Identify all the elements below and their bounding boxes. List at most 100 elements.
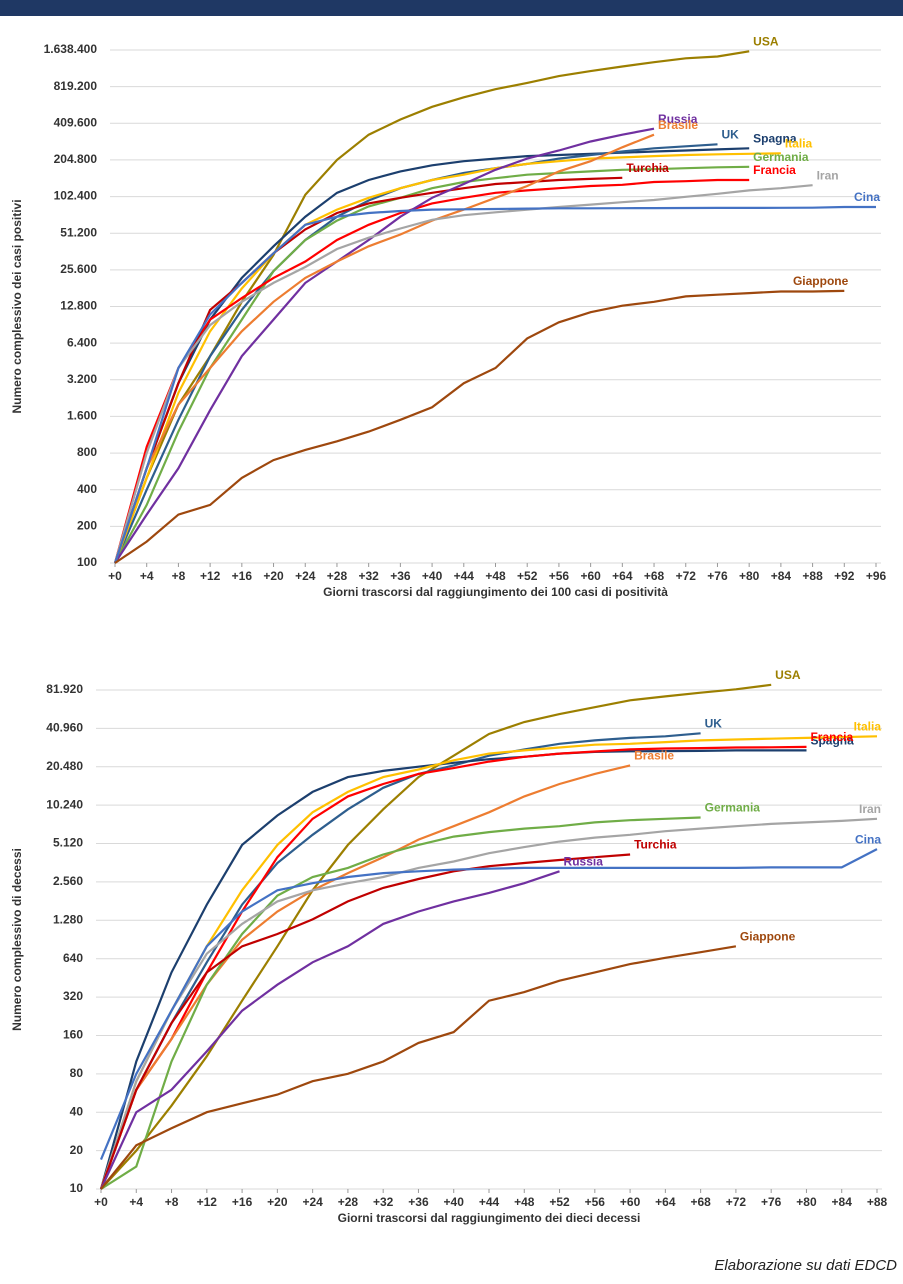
y-tick-label: 40	[70, 1104, 84, 1118]
x-tick-label: +56	[549, 569, 570, 583]
x-tick-label: +76	[707, 569, 728, 583]
x-tick-label: +60	[580, 569, 601, 583]
series-line	[113, 205, 876, 564]
y-tick-label: 320	[63, 989, 83, 1003]
series-label: Italia	[785, 137, 813, 151]
header-bar	[0, 0, 903, 16]
series-label: Germania	[753, 150, 809, 164]
x-tick-label: +24	[302, 1195, 323, 1209]
x-tick-label: +80	[739, 569, 760, 583]
y-tick-label: 3.200	[67, 372, 97, 386]
series-line	[100, 945, 737, 1190]
x-axis-title: Giorni trascorsi dal raggiungimento dei …	[323, 585, 668, 599]
series-line	[99, 764, 631, 1190]
x-tick-label: +88	[802, 569, 823, 583]
x-tick-label: +64	[655, 1195, 676, 1209]
y-tick-label: 409.600	[54, 115, 98, 129]
x-tick-label: +0	[94, 1195, 108, 1209]
series-line	[99, 853, 631, 1190]
y-axis-title: Numero complessivo dei casi positivi	[10, 199, 24, 413]
y-tick-label: 20	[70, 1143, 84, 1157]
series-label: Turchia	[626, 161, 669, 175]
series-label: UK	[721, 128, 739, 142]
y-tick-label: 5.120	[53, 836, 83, 850]
series-line	[114, 127, 655, 564]
x-axis-title: Giorni trascorsi dal raggiungimento dei …	[338, 1211, 641, 1225]
x-tick-label: +44	[479, 1195, 500, 1209]
y-tick-label: 1.600	[67, 409, 97, 423]
x-tick-label: +40	[422, 569, 443, 583]
x-tick-label: +32	[358, 569, 379, 583]
series-label: Cina	[854, 190, 880, 204]
x-tick-label: +28	[327, 569, 348, 583]
x-tick-label: +88	[867, 1195, 888, 1209]
y-tick-label: 100	[77, 555, 97, 569]
y-tick-label: 51.200	[60, 225, 97, 239]
x-tick-label: +76	[761, 1195, 782, 1209]
y-axis-title: Numero complessivo di decessi	[10, 848, 24, 1031]
y-tick-label: 102.400	[54, 189, 98, 203]
y-tick-label: 20.480	[46, 759, 83, 773]
x-tick-label: +84	[832, 1195, 853, 1209]
series-line	[113, 147, 750, 564]
x-tick-label: +16	[232, 569, 253, 583]
x-tick-label: +92	[834, 569, 855, 583]
series-line	[99, 817, 878, 1190]
series-line	[114, 165, 750, 564]
x-tick-label: +12	[197, 1195, 218, 1209]
series-line	[113, 133, 655, 564]
series-line	[113, 184, 813, 564]
y-tick-label: 81.920	[46, 682, 83, 696]
y-tick-label: 12.800	[60, 299, 97, 313]
x-tick-label: +28	[338, 1195, 359, 1209]
series-label: Brasile	[658, 118, 698, 132]
y-tick-label: 10	[70, 1181, 84, 1195]
x-tick-label: +12	[200, 569, 221, 583]
x-tick-label: +36	[408, 1195, 429, 1209]
series-line	[100, 683, 772, 1190]
series-line	[99, 848, 878, 1161]
series-label: UK	[705, 716, 723, 730]
y-tick-label: 800	[77, 445, 97, 459]
x-tick-label: +8	[165, 1195, 179, 1209]
series-label: Russia	[658, 112, 698, 126]
series-label: Turchia	[634, 838, 677, 852]
y-tick-label: 10.240	[46, 797, 83, 811]
series-line	[99, 745, 807, 1190]
y-tick-label: 640	[63, 951, 83, 965]
x-tick-label: +48	[514, 1195, 535, 1209]
series-label: Francia	[753, 163, 796, 177]
y-tick-label: 400	[77, 482, 97, 496]
series-label: Giappone	[793, 274, 849, 288]
series-label: Iran	[817, 168, 839, 182]
x-tick-label: +20	[263, 569, 284, 583]
series-label: Francia	[810, 730, 853, 744]
y-tick-label: 819.200	[54, 79, 98, 93]
x-tick-label: +48	[485, 569, 506, 583]
x-tick-label: +4	[140, 569, 154, 583]
x-tick-label: +16	[232, 1195, 253, 1209]
x-tick-label: +4	[129, 1195, 143, 1209]
x-tick-label: +72	[726, 1195, 747, 1209]
y-tick-label: 6.400	[67, 335, 97, 349]
series-label: Spagna	[753, 132, 797, 146]
x-tick-label: +40	[444, 1195, 465, 1209]
x-tick-label: +44	[454, 569, 475, 583]
x-tick-label: +52	[549, 1195, 570, 1209]
series-line	[114, 289, 845, 564]
series-line	[113, 50, 750, 564]
x-tick-label: +96	[866, 569, 887, 583]
y-tick-label: 80	[70, 1066, 84, 1080]
series-label: Giappone	[740, 930, 796, 944]
y-tick-label: 2.560	[53, 874, 83, 888]
y-tick-label: 200	[77, 519, 97, 533]
series-label: USA	[753, 34, 779, 48]
footer: Elaborazione su dati EDCD	[714, 1257, 897, 1274]
x-tick-label: +52	[517, 569, 538, 583]
series-label: Italia	[854, 719, 882, 733]
series-line	[113, 178, 750, 564]
y-tick-label: 160	[63, 1028, 83, 1042]
series-label: Cina	[855, 832, 881, 846]
x-tick-label: +64	[612, 569, 633, 583]
